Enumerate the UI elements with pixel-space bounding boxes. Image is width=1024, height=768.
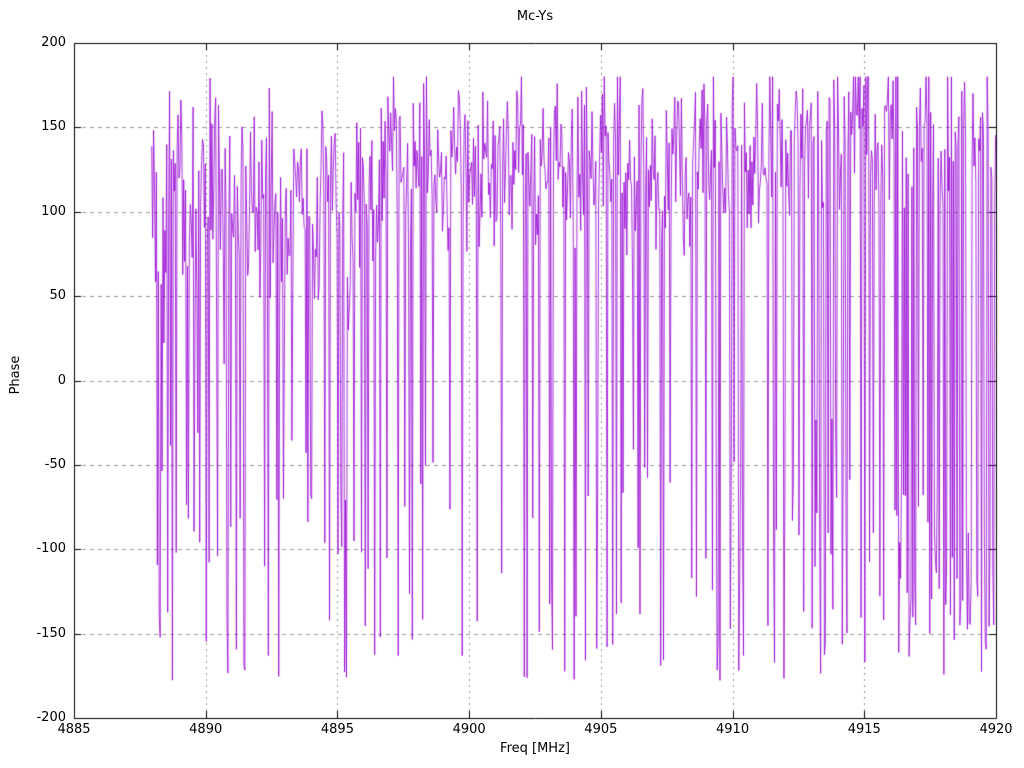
x-tick-label: 4910 (716, 722, 750, 737)
y-tick-label: 100 (41, 203, 66, 219)
x-tick-label: 4885 (57, 722, 91, 737)
y-tick-label: 150 (41, 119, 66, 135)
y-tick-label: -150 (36, 625, 66, 641)
x-tick-label: 4920 (979, 722, 1013, 737)
y-tick-label: -200 (36, 710, 66, 725)
y-tick-label: 50 (49, 288, 66, 304)
x-tick-label: 4915 (847, 722, 881, 737)
x-tick-label: 4900 (452, 722, 486, 737)
x-tick-label: 4895 (320, 722, 354, 737)
y-tick-label: -100 (36, 541, 66, 557)
chart-title: Mc-Ys (516, 9, 554, 24)
x-tick-label: 4890 (189, 722, 223, 737)
y-tick-label: 200 (41, 35, 66, 50)
x-axis-title: Freq [MHz] (500, 741, 570, 756)
x-tick-label: 4905 (584, 722, 618, 737)
y-tick-label: -50 (44, 456, 66, 472)
y-tick-label: 0 (57, 372, 66, 388)
